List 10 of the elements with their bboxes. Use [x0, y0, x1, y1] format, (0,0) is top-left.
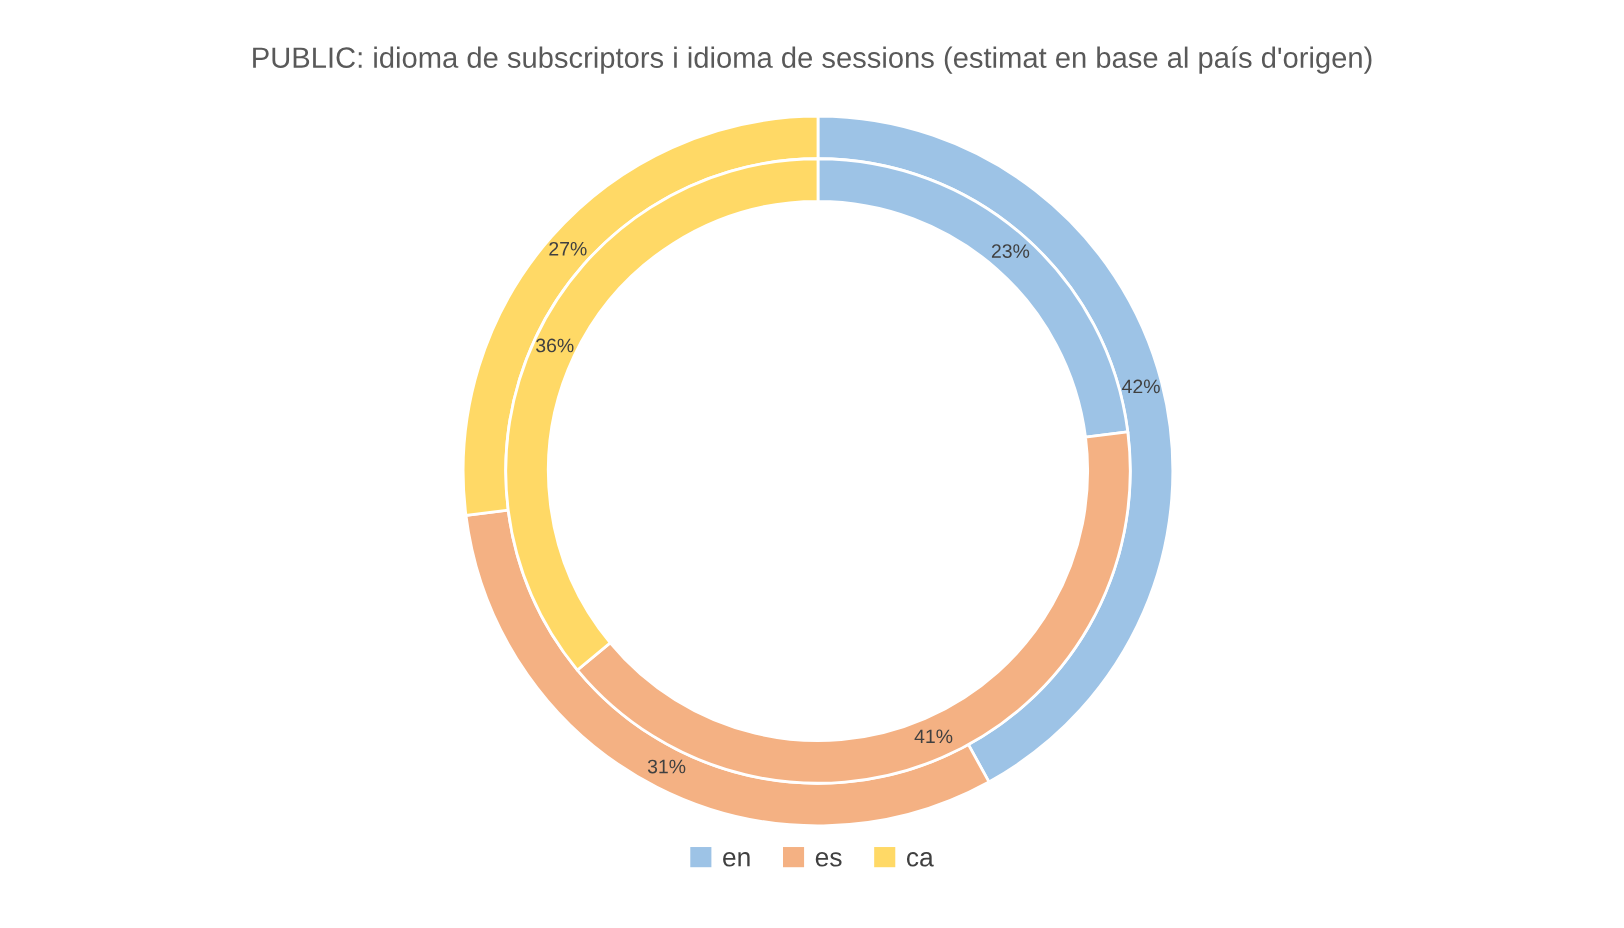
- data-label: 31%: [647, 759, 686, 774]
- data-label: 41%: [914, 729, 953, 744]
- legend-label: en: [723, 852, 750, 867]
- data-label: 23%: [991, 244, 1030, 258]
- legend-label: ca: [906, 852, 934, 867]
- data-label: 27%: [549, 241, 587, 256]
- chart-title: PUBLIC: idioma de subscriptors i idioma de sessions (estimat en base al país d'origen): [253, 46, 1372, 74]
- legend-label: es: [815, 852, 842, 867]
- data-label: 42%: [1122, 379, 1160, 394]
- data-label: 36%: [536, 338, 574, 353]
